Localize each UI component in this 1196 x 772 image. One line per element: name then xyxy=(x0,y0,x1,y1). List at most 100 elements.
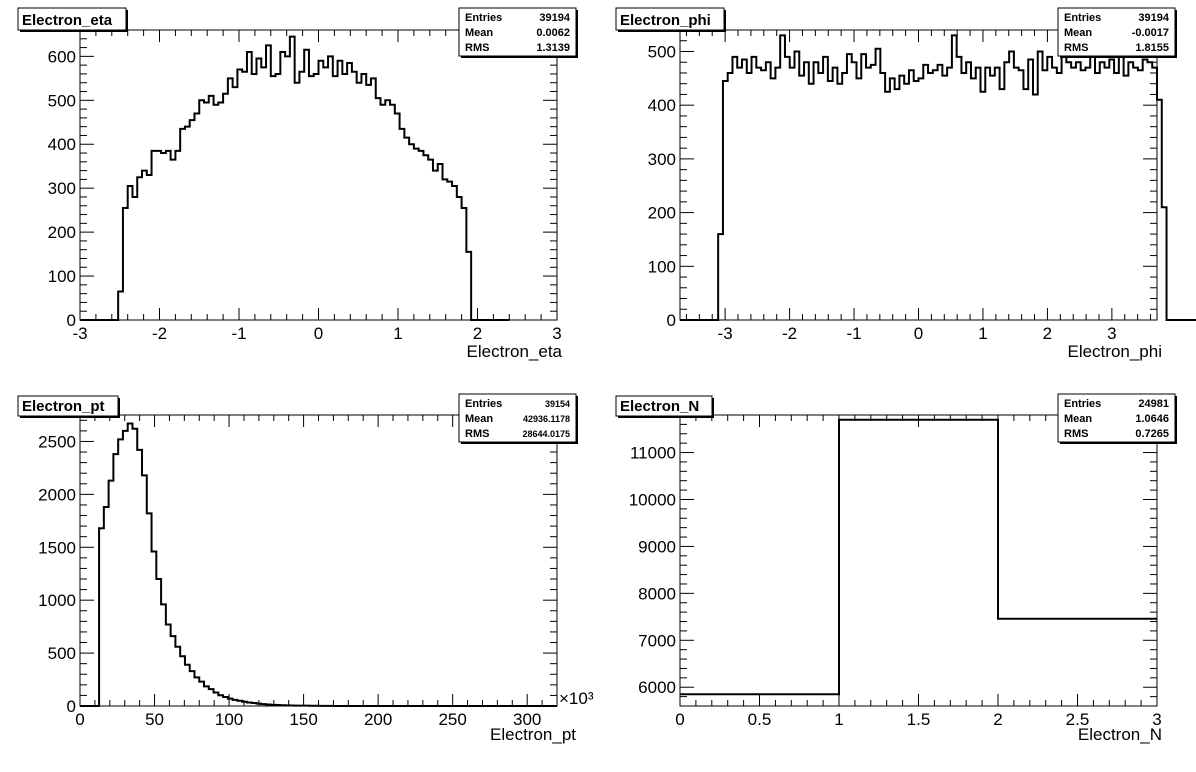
stats-rms-label: RMS xyxy=(465,42,489,54)
histogram-panel-electron-phi: -3 -2 -1 0 1 2 3 0 100 200 300 400 500 Electron_phi El… xyxy=(615,7,1196,361)
y-tick-label: 300 xyxy=(48,179,76,198)
x-tick-label: 1 xyxy=(834,710,843,729)
stats-mean-label: Mean xyxy=(465,27,493,39)
y-tick-label: 100 xyxy=(48,267,76,286)
histogram-panel-electron-pt: 0 50 100 150 200 250 300 0 500 1000 1500 2000 2500 El… xyxy=(17,393,594,744)
title-box xyxy=(615,395,713,417)
x-tick-label: 300 xyxy=(513,710,541,729)
y-tick-label: 0 xyxy=(67,311,76,330)
plot-title: Electron_pt xyxy=(22,398,105,415)
plot-frame xyxy=(679,414,1158,707)
x-tick-label: 1 xyxy=(978,324,987,343)
stats-box xyxy=(1057,393,1176,443)
y-tick-label: 7000 xyxy=(638,631,676,650)
y-tick-label: 1000 xyxy=(38,591,76,610)
stats-entries-label: Entries xyxy=(1064,12,1101,24)
y-tick-label: 200 xyxy=(648,204,676,223)
stats-entries-label: Entries xyxy=(465,398,502,410)
y-tick-label: 0 xyxy=(667,311,676,330)
x-tick-label: 2.5 xyxy=(1066,710,1090,729)
stats-mean-value: 1.0646 xyxy=(1135,413,1169,425)
stats-entries-value: 39194 xyxy=(1138,12,1169,24)
stats-entries-value: 39194 xyxy=(539,12,570,24)
y-tick-label: 200 xyxy=(48,223,76,242)
x-tick-label: -3 xyxy=(718,324,733,343)
y-tick-label: 400 xyxy=(648,96,676,115)
title-box xyxy=(17,7,127,31)
x-tick-label: 0 xyxy=(75,710,84,729)
plot-title: Electron_N xyxy=(620,398,699,415)
y-tick-label: 100 xyxy=(648,257,676,276)
x-tick-label: 2 xyxy=(473,324,482,343)
x-tick-label: 50 xyxy=(145,710,164,729)
x-tick-label: 1.5 xyxy=(907,710,931,729)
histogram-panel-electron-eta: -3 -2 -1 0 1 2 3 0 100 200 300 400 500 600 Electron_et… xyxy=(17,7,578,361)
y-tick-label: 8000 xyxy=(638,584,676,603)
histogram-line xyxy=(80,422,557,707)
stats-entries-value: 39154 xyxy=(545,399,570,409)
x-tick-label: 2 xyxy=(1043,324,1052,343)
x-tick-label: 0 xyxy=(914,324,923,343)
x-tick-label: 0 xyxy=(314,324,323,343)
stats-rms-label: RMS xyxy=(465,428,489,440)
plot-title: Electron_phi xyxy=(620,12,711,29)
y-tick-label: 500 xyxy=(48,91,76,110)
x-tick-label: 100 xyxy=(215,710,243,729)
histogram-line xyxy=(80,35,510,321)
y-tick-label: 0 xyxy=(67,697,76,716)
stats-mean-label: Mean xyxy=(1064,413,1092,425)
histogram-line xyxy=(680,34,1196,321)
stats-rms-label: RMS xyxy=(1064,428,1088,440)
stats-rms-value: 0.7265 xyxy=(1135,428,1169,440)
title-box xyxy=(615,7,725,31)
stats-mean-value: -0.0017 xyxy=(1132,27,1169,39)
y-tick-label: 1500 xyxy=(38,538,76,557)
stats-rms-value: 28644.0175 xyxy=(522,429,570,439)
x-tick-label: -2 xyxy=(782,324,797,343)
x-axis-title: Electron_N xyxy=(1078,725,1162,744)
y-tick-label: 9000 xyxy=(638,537,676,556)
x-axis-title: Electron_pt xyxy=(490,725,576,744)
x-tick-label: -1 xyxy=(231,324,246,343)
y-tick-label: 2000 xyxy=(38,485,76,504)
stats-rms-value: 1.3139 xyxy=(536,42,570,54)
x-tick-label: 250 xyxy=(438,710,466,729)
x-tick-label: -1 xyxy=(846,324,861,343)
x-tick-label: 3 xyxy=(1152,710,1161,729)
stats-entries-label: Entries xyxy=(1064,398,1101,410)
histogram-line xyxy=(680,418,1157,696)
stats-box xyxy=(458,393,577,443)
y-tick-label: 300 xyxy=(648,150,676,169)
stats-entries-label: Entries xyxy=(465,12,502,24)
x-axis-title: Electron_eta xyxy=(467,342,563,361)
stats-box xyxy=(1057,7,1176,57)
y-tick-label: 6000 xyxy=(638,678,676,697)
title-box xyxy=(17,395,119,417)
stats-mean-label: Mean xyxy=(1064,27,1092,39)
x-tick-label: 200 xyxy=(364,710,392,729)
y-tick-label: 400 xyxy=(48,135,76,154)
y-tick-label: 2500 xyxy=(38,432,76,451)
x-tick-label: 1 xyxy=(393,324,402,343)
plot-title: Electron_eta xyxy=(22,12,113,29)
y-tick-label: 10000 xyxy=(629,490,676,509)
x-tick-label: 3 xyxy=(1107,324,1116,343)
stats-entries-value: 24981 xyxy=(1138,398,1169,410)
stats-rms-value: 1.8155 xyxy=(1135,42,1169,54)
y-tick-label: 500 xyxy=(48,644,76,663)
x-tick-label: 3 xyxy=(552,324,561,343)
stats-mean-value: 42936.1178 xyxy=(523,414,570,424)
y-tick-label: 11000 xyxy=(630,444,676,463)
y-tick-label: 500 xyxy=(648,42,676,61)
x-tick-label: 2 xyxy=(993,710,1002,729)
x-tick-label: -2 xyxy=(152,324,167,343)
stats-rms-label: RMS xyxy=(1064,42,1088,54)
x-tick-label: 150 xyxy=(289,710,317,729)
stats-mean-value: 0.0062 xyxy=(536,27,570,39)
stats-box xyxy=(458,7,577,57)
x-tick-label: 0.5 xyxy=(748,710,772,729)
x-tick-label: 0 xyxy=(675,710,684,729)
plot-frame xyxy=(79,414,558,707)
x-tick-label: -3 xyxy=(72,324,87,343)
